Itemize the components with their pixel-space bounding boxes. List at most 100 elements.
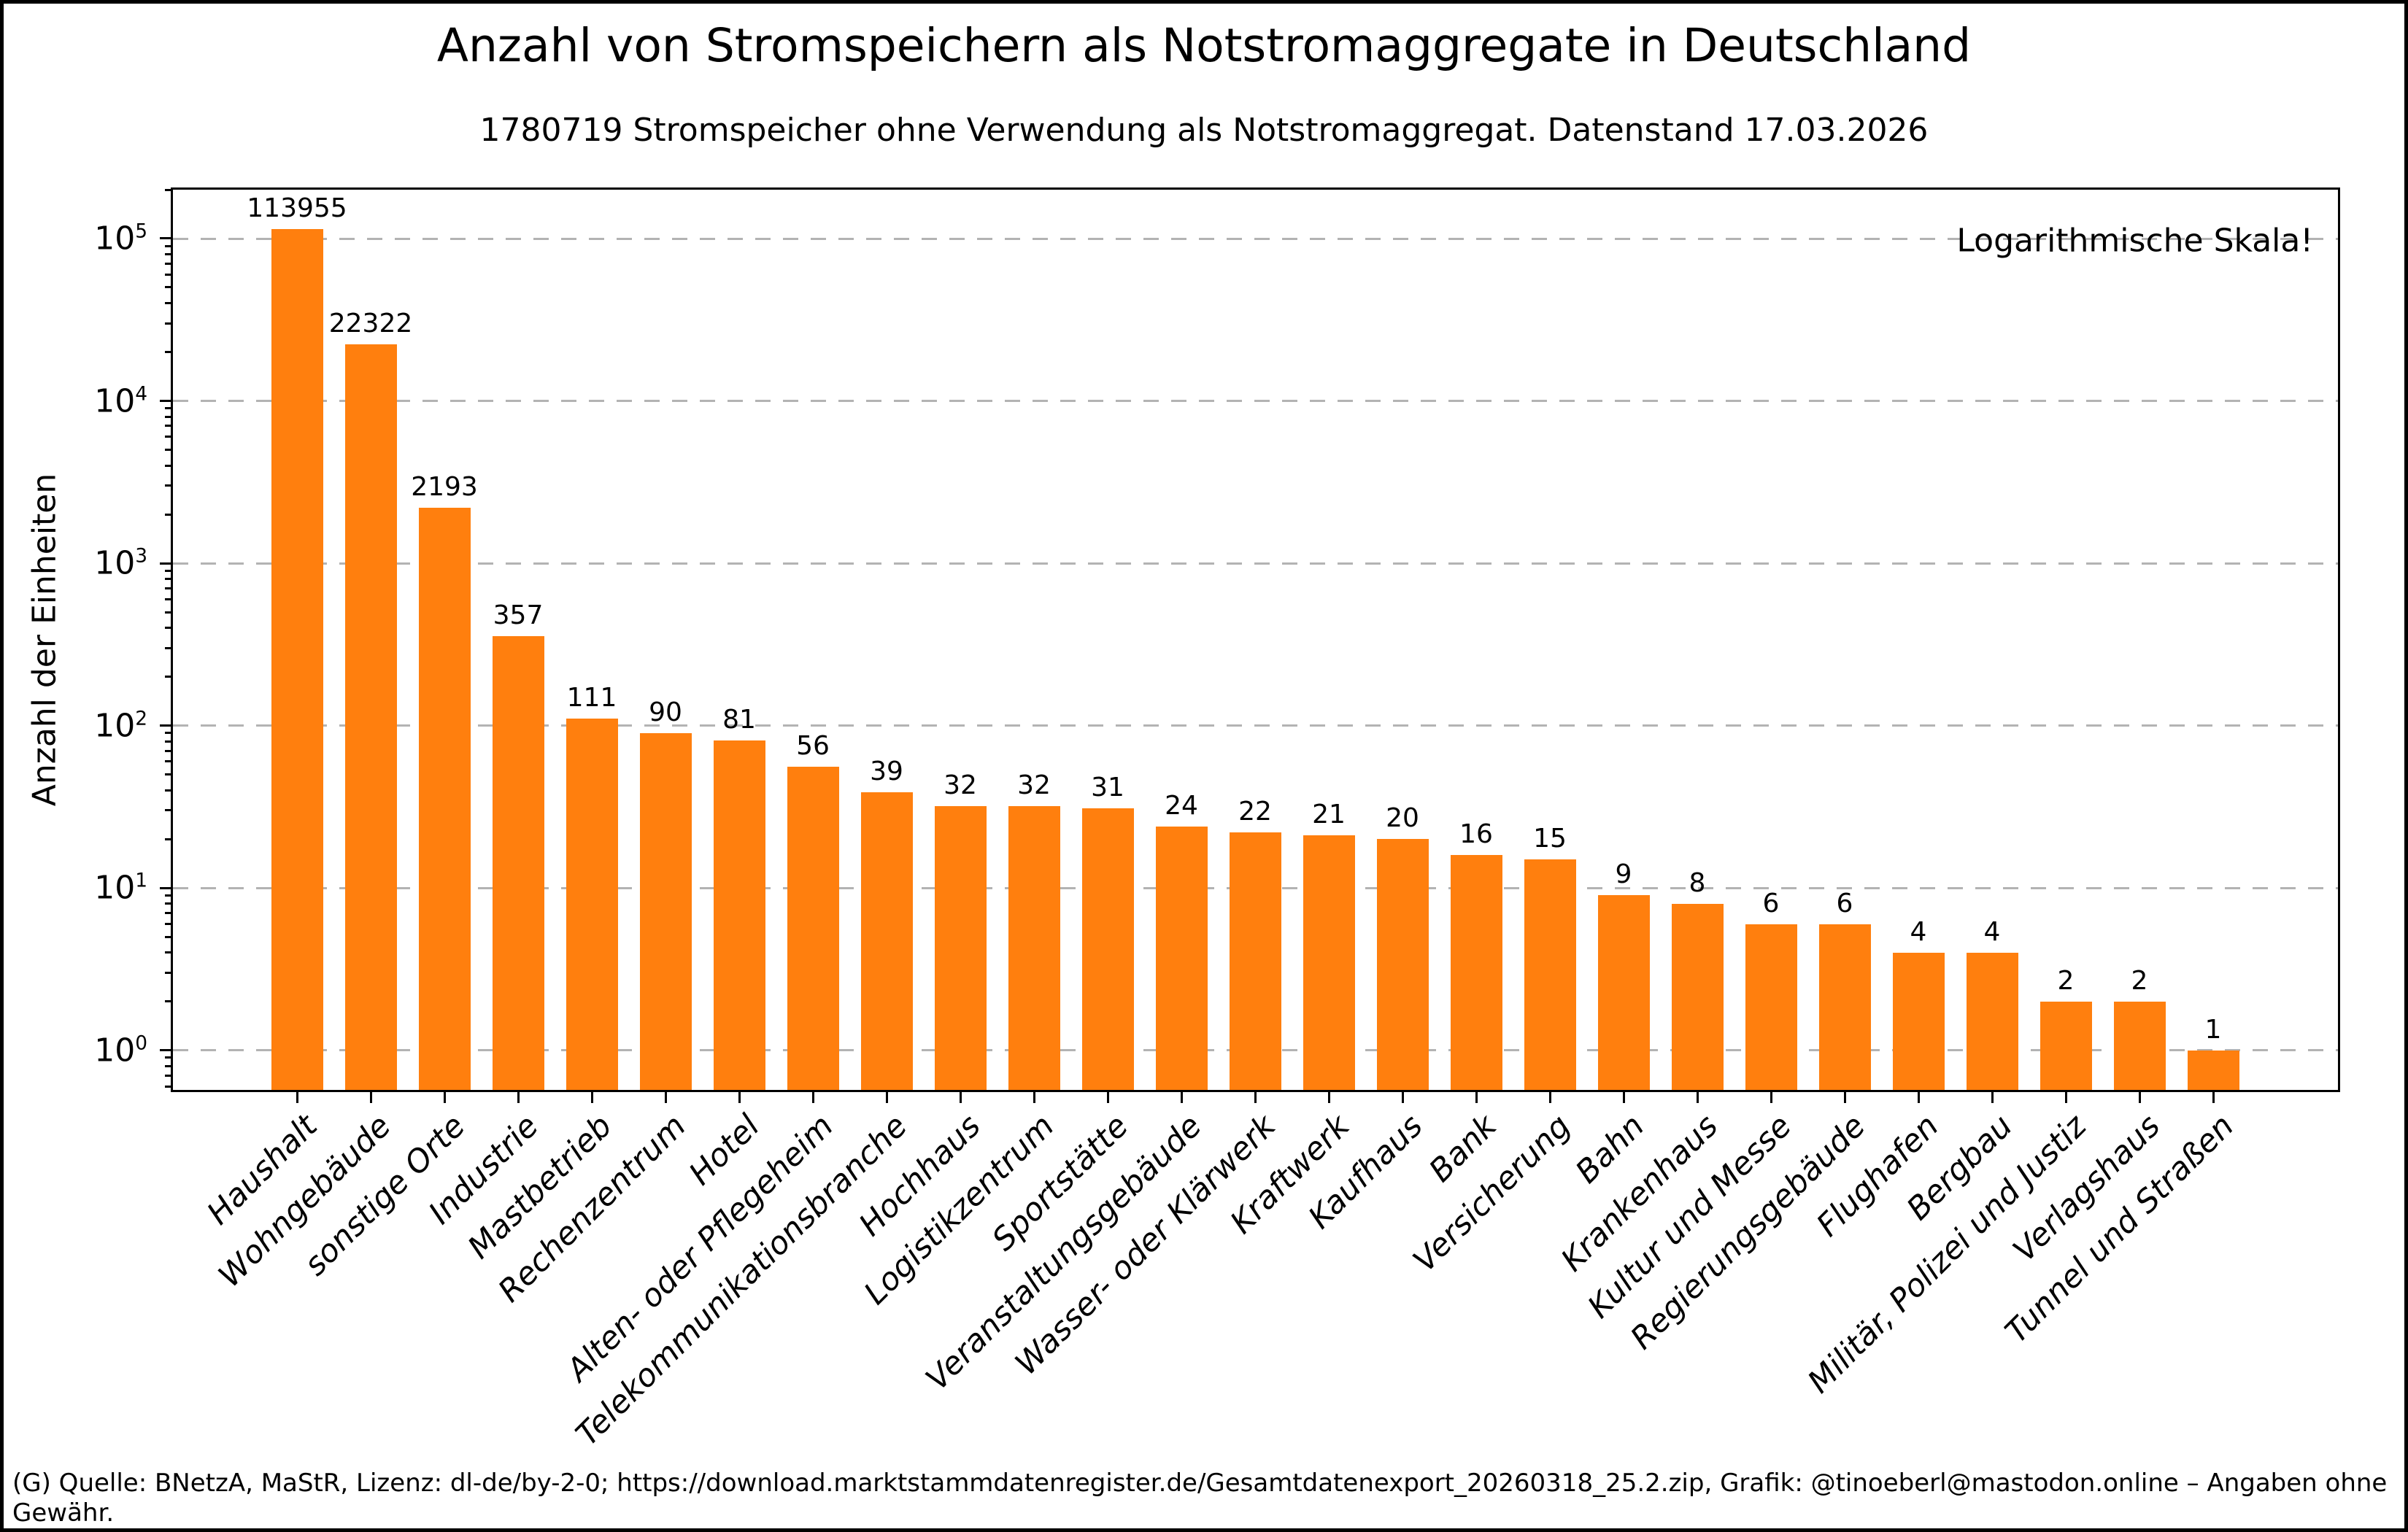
plot-area: 113955 22322 2193 357 111 90 81 56 39 32 32 31 24 22 2… — [171, 187, 2340, 1092]
y-minor-tick — [165, 760, 171, 763]
x-tick — [1917, 1092, 1920, 1103]
x-tick — [1548, 1092, 1551, 1103]
bar-value-label: 20 — [1386, 803, 1419, 834]
y-minor-tick — [165, 425, 171, 428]
y-minor-tick — [165, 646, 171, 649]
y-tick — [160, 724, 171, 727]
y-minor-tick — [165, 627, 171, 630]
bar — [1303, 835, 1355, 1090]
y-minor-tick — [165, 322, 171, 325]
y-minor-tick — [165, 1074, 171, 1077]
x-tick — [1843, 1092, 1846, 1103]
y-minor-tick — [165, 351, 171, 354]
y-minor-tick — [165, 749, 171, 752]
bar — [2187, 1050, 2239, 1090]
y-gridline — [173, 562, 2338, 565]
y-minor-tick — [165, 1056, 171, 1059]
bar — [2040, 1001, 2092, 1090]
x-tick — [2064, 1092, 2067, 1103]
y-minor-tick — [165, 484, 171, 487]
bar-value-label: 9 — [1615, 859, 1632, 890]
y-tick-label: 104 — [94, 382, 147, 419]
y-tick — [160, 562, 171, 565]
bar — [1745, 924, 1797, 1090]
y-minor-tick — [165, 912, 171, 915]
y-minor-tick — [165, 732, 171, 735]
source-footer: (G) Quelle: BNetzA, MaStR, Lizenz: dl-de… — [12, 1469, 2388, 1528]
bar-value-label: 1 — [2204, 1014, 2222, 1045]
y-tick — [160, 886, 171, 889]
bar-value-label: 6 — [1762, 888, 1780, 918]
y-minor-tick — [165, 464, 171, 467]
y-tick — [160, 400, 171, 403]
x-tick — [1254, 1092, 1257, 1103]
y-tick-label: 101 — [94, 869, 147, 907]
y-axis-title: Anzahl der Einheiten — [26, 473, 63, 807]
y-minor-tick — [165, 407, 171, 410]
y-minor-tick — [165, 286, 171, 289]
y-tick-label: 100 — [94, 1032, 147, 1069]
x-tick — [1770, 1092, 1772, 1103]
y-minor-tick — [165, 809, 171, 812]
y-minor-tick — [165, 569, 171, 572]
y-tick-label: 105 — [94, 220, 147, 258]
y-minor-tick — [165, 837, 171, 840]
y-tick — [160, 1049, 171, 1052]
bar-value-label: 2 — [2057, 965, 2075, 996]
y-minor-tick — [165, 773, 171, 776]
y-minor-tick — [165, 587, 171, 590]
bar — [1008, 805, 1060, 1090]
bar-value-label: 32 — [943, 770, 977, 800]
x-tick — [1327, 1092, 1330, 1103]
x-tick — [885, 1092, 888, 1103]
y-gridline — [173, 237, 2338, 240]
bar — [492, 635, 544, 1090]
y-minor-tick — [165, 273, 171, 276]
x-tick — [738, 1092, 741, 1103]
bar-value-label: 56 — [796, 730, 830, 761]
y-minor-tick — [165, 188, 171, 191]
bar — [1524, 859, 1576, 1090]
x-tick — [1106, 1092, 1109, 1103]
x-tick — [1991, 1092, 1994, 1103]
bar-value-label: 2 — [2131, 965, 2148, 996]
chart-title: Anzahl von Stromspeichern als Notstromag… — [436, 19, 1972, 72]
x-tick — [1033, 1092, 1035, 1103]
bar — [1892, 952, 1945, 1090]
x-tick — [664, 1092, 667, 1103]
bar-value-label: 39 — [870, 756, 903, 786]
y-minor-tick — [165, 253, 171, 256]
bar-value-label: 21 — [1312, 800, 1346, 830]
y-minor-tick — [165, 951, 171, 954]
y-minor-tick — [165, 302, 171, 305]
y-minor-tick — [165, 935, 171, 938]
bar — [1818, 924, 1871, 1090]
y-tick — [160, 237, 171, 240]
x-tick — [2212, 1092, 2215, 1103]
bar — [2113, 1001, 2166, 1090]
bar-value-label: 113955 — [247, 193, 347, 224]
bar — [1966, 952, 2018, 1090]
bar-value-label: 22 — [1238, 796, 1272, 827]
bar-value-label: 6 — [1836, 888, 1853, 918]
y-minor-tick — [165, 1064, 171, 1067]
x-tick — [296, 1092, 298, 1103]
y-minor-tick — [165, 789, 171, 792]
bar — [1081, 808, 1134, 1090]
bar — [1597, 895, 1650, 1090]
bar — [344, 344, 397, 1090]
y-gridline — [173, 724, 2338, 727]
y-minor-tick — [165, 449, 171, 452]
y-minor-tick — [165, 676, 171, 678]
bar-value-label: 357 — [493, 600, 544, 630]
y-tick-label: 103 — [94, 544, 147, 582]
y-tick-label: 102 — [94, 706, 147, 744]
x-tick — [369, 1092, 372, 1103]
bar — [860, 792, 913, 1090]
x-tick — [1622, 1092, 1625, 1103]
x-tick — [590, 1092, 593, 1103]
bar-value-label: 24 — [1165, 790, 1198, 821]
log-scale-annotation: Logarithmische Skala! — [1956, 222, 2313, 260]
bar-value-label: 4 — [1910, 916, 1927, 947]
bar — [639, 732, 692, 1090]
